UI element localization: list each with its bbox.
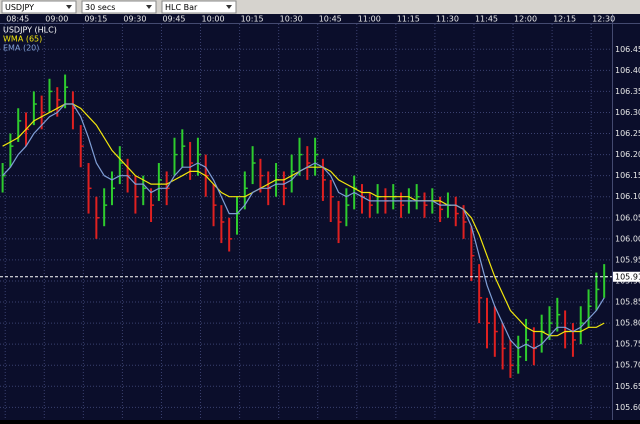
x-tick-label: 09:00	[45, 15, 68, 24]
x-tick-label: 09:30	[123, 15, 146, 24]
y-tick-label: 106.30	[615, 108, 640, 117]
y-tick-label: 106.45	[615, 45, 640, 54]
y-tick-label: 106.00	[615, 234, 640, 243]
dropdown-arrow	[146, 5, 152, 9]
x-tick-label: 09:45	[162, 15, 185, 24]
last-price-box	[613, 271, 640, 282]
legend-entry: WMA (65)	[3, 35, 42, 44]
x-tick-label: 11:45	[475, 15, 498, 24]
toolbar-bg	[0, 0, 640, 14]
interval-dropdown[interactable]	[81, 0, 157, 14]
indicator-line	[2, 103, 605, 350]
dropdown-arrow	[226, 5, 232, 9]
y-tick-label: 106.35	[615, 87, 640, 96]
toolbar: USDJPY 30 secs HLC Bar	[0, 0, 640, 14]
x-tick-label: 12:30	[592, 15, 615, 24]
interval: 30 secs	[85, 3, 115, 12]
y-tick-label: 105.95	[615, 255, 640, 264]
y-tick-label: 105.80	[615, 319, 640, 328]
legend-entry: USDJPY (HLC)	[3, 26, 57, 35]
x-tick-label: 11:30	[436, 15, 459, 24]
x-tick-label: 12:15	[553, 15, 576, 24]
x-tick-label: 10:30	[280, 15, 303, 24]
x-tick-label: 12:00	[514, 15, 537, 24]
y-tick-label: 106.05	[615, 213, 640, 222]
chart-style: HLC Bar	[165, 3, 198, 12]
y-tick-label: 106.10	[615, 192, 640, 201]
last-price-label: 105.91	[615, 272, 640, 281]
y-tick-label: 105.85	[615, 298, 640, 307]
y-tick-label: 106.25	[615, 129, 640, 138]
legend-entry: EMA (20)	[3, 44, 39, 53]
x-tick-label: 11:00	[358, 15, 381, 24]
y-tick-label: 105.70	[615, 361, 640, 370]
y-tick-label: 106.40	[615, 66, 640, 75]
symbol: USDJPY	[5, 3, 34, 12]
x-tick-label: 09:15	[84, 15, 107, 24]
y-tick-label: 106.20	[615, 150, 640, 159]
symbol-dropdown[interactable]	[1, 0, 77, 14]
x-tick-label: 10:45	[319, 15, 342, 24]
x-tick-label: 08:45	[6, 15, 29, 24]
y-tick-label: 106.15	[615, 171, 640, 180]
x-tick-label: 10:00	[202, 15, 225, 24]
x-tick-label: 11:15	[397, 15, 420, 24]
dropdown-arrow	[66, 5, 72, 9]
style-dropdown[interactable]	[161, 0, 237, 14]
x-tick-label: 10:15	[241, 15, 264, 24]
y-tick-label: 105.65	[615, 382, 640, 391]
y-tick-label: 105.60	[615, 403, 640, 412]
y-tick-label: 105.75	[615, 340, 640, 349]
